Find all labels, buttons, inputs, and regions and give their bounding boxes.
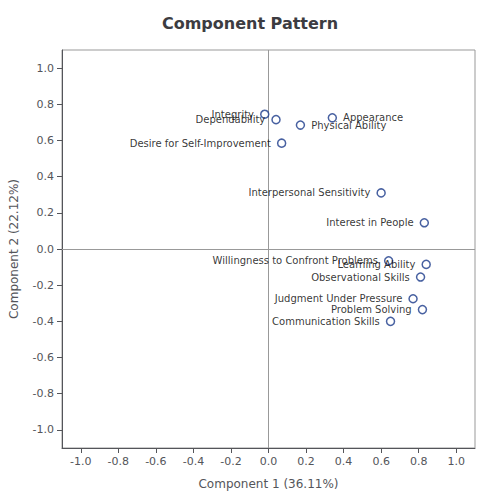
- svg-text:0.0: 0.0: [37, 243, 55, 256]
- svg-text:Desire for Self-Improvement: Desire for Self-Improvement: [130, 138, 271, 149]
- svg-text:-1.0: -1.0: [33, 423, 54, 436]
- svg-text:1.0: 1.0: [37, 62, 55, 75]
- svg-text:0.4: 0.4: [37, 170, 55, 183]
- svg-text:Physical Ability: Physical Ability: [311, 119, 387, 131]
- svg-text:-0.2: -0.2: [33, 279, 54, 292]
- svg-text:Component Pattern: Component Pattern: [162, 14, 338, 33]
- svg-text:0.4: 0.4: [335, 455, 353, 468]
- svg-text:0.2: 0.2: [37, 206, 55, 219]
- svg-text:-0.4: -0.4: [183, 455, 204, 468]
- svg-text:0.2: 0.2: [297, 455, 315, 468]
- svg-text:-0.6: -0.6: [145, 455, 166, 468]
- svg-text:Component 2 (22.12%): Component 2 (22.12%): [7, 179, 21, 319]
- svg-text:Appearance: Appearance: [343, 112, 403, 123]
- svg-text:0.8: 0.8: [37, 98, 55, 111]
- svg-text:Willingness to Confront Proble: Willingness to Confront Problems: [212, 255, 378, 267]
- svg-text:-0.8: -0.8: [33, 387, 54, 400]
- svg-text:0.6: 0.6: [37, 134, 55, 147]
- svg-text:Dependability: Dependability: [196, 114, 266, 125]
- svg-text:Learning Ability: Learning Ability: [337, 259, 415, 270]
- svg-text:-0.6: -0.6: [33, 351, 54, 364]
- svg-text:Interpersonal Sensitivity: Interpersonal Sensitivity: [248, 187, 370, 198]
- svg-text:Communication Skills: Communication Skills: [272, 316, 380, 327]
- svg-text:-0.8: -0.8: [108, 455, 129, 468]
- svg-text:-1.0: -1.0: [70, 455, 91, 468]
- svg-text:1.0: 1.0: [447, 455, 465, 468]
- svg-text:0.6: 0.6: [372, 455, 390, 468]
- svg-text:Component 1 (36.11%): Component 1 (36.11%): [198, 477, 338, 491]
- svg-text:Interest in People: Interest in People: [326, 217, 413, 228]
- svg-text:Judgment Under Pressure: Judgment Under Pressure: [274, 293, 402, 304]
- svg-text:-0.4: -0.4: [33, 315, 54, 328]
- svg-text:0.8: 0.8: [410, 455, 428, 468]
- svg-text:-0.2: -0.2: [220, 455, 241, 468]
- svg-text:Observational Skills: Observational Skills: [311, 272, 410, 283]
- svg-text:0.0: 0.0: [260, 455, 278, 468]
- svg-text:Problem Solving: Problem Solving: [331, 304, 412, 315]
